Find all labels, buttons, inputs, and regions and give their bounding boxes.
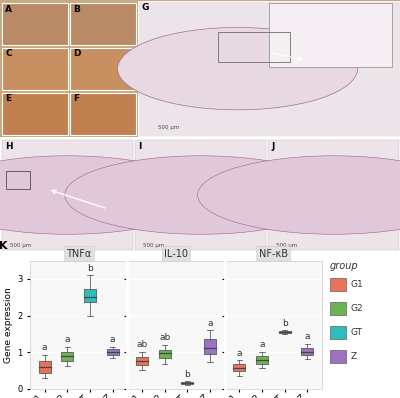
Text: Z: Z bbox=[351, 352, 357, 361]
Bar bbox=[330, 302, 346, 315]
Bar bbox=[279, 331, 290, 333]
Bar bbox=[159, 350, 170, 357]
Circle shape bbox=[65, 156, 337, 234]
Bar bbox=[234, 365, 245, 371]
Bar bbox=[182, 382, 193, 384]
Bar bbox=[39, 361, 50, 373]
Bar bbox=[268, 140, 399, 250]
Bar bbox=[2, 48, 68, 90]
Bar bbox=[2, 93, 68, 135]
Text: a: a bbox=[207, 318, 213, 328]
Text: C: C bbox=[5, 49, 12, 59]
Bar bbox=[204, 339, 216, 354]
Bar bbox=[107, 349, 118, 355]
Bar bbox=[302, 348, 313, 355]
Text: F: F bbox=[73, 94, 79, 103]
Text: H: H bbox=[5, 142, 13, 151]
Y-axis label: Gene expression: Gene expression bbox=[4, 287, 13, 363]
Bar bbox=[138, 1, 400, 136]
Text: group: group bbox=[330, 261, 358, 271]
Bar bbox=[256, 357, 268, 364]
Bar bbox=[136, 357, 148, 365]
Bar bbox=[330, 326, 346, 339]
Text: K: K bbox=[0, 241, 7, 251]
Text: 500 μm: 500 μm bbox=[276, 243, 297, 248]
Text: ab: ab bbox=[136, 340, 148, 349]
Bar bbox=[135, 140, 266, 250]
Bar bbox=[70, 4, 136, 45]
Text: G1: G1 bbox=[351, 280, 363, 289]
Text: a: a bbox=[237, 349, 242, 357]
Text: G2: G2 bbox=[351, 304, 363, 313]
Bar bbox=[330, 350, 346, 363]
Text: b: b bbox=[184, 370, 190, 378]
Text: D: D bbox=[73, 49, 81, 59]
Text: a: a bbox=[259, 340, 265, 349]
Circle shape bbox=[118, 27, 358, 110]
Text: a: a bbox=[110, 335, 115, 344]
Bar bbox=[84, 289, 96, 302]
Circle shape bbox=[198, 156, 400, 234]
Text: I: I bbox=[138, 142, 142, 151]
Text: B: B bbox=[73, 5, 80, 14]
Text: 500 μm: 500 μm bbox=[158, 125, 179, 131]
Bar bbox=[62, 352, 73, 361]
Text: a: a bbox=[64, 335, 70, 344]
Text: J: J bbox=[271, 142, 274, 151]
Text: GT: GT bbox=[351, 328, 363, 337]
Bar bbox=[269, 3, 392, 67]
Bar bbox=[2, 140, 133, 250]
Circle shape bbox=[0, 156, 204, 234]
Bar bbox=[218, 31, 290, 62]
Title: TNFα: TNFα bbox=[66, 249, 91, 259]
Text: G: G bbox=[141, 3, 148, 12]
Text: A: A bbox=[5, 5, 12, 14]
Bar bbox=[70, 48, 136, 90]
Text: ab: ab bbox=[159, 333, 170, 342]
Bar bbox=[2, 4, 68, 45]
Text: b: b bbox=[282, 318, 288, 328]
Text: 500 μm: 500 μm bbox=[10, 243, 31, 248]
Text: b: b bbox=[87, 264, 93, 273]
Text: a: a bbox=[42, 343, 48, 352]
Text: E: E bbox=[5, 94, 11, 103]
Bar bbox=[330, 278, 346, 291]
Title: NF-κB: NF-κB bbox=[259, 249, 288, 259]
Title: IL-10: IL-10 bbox=[164, 249, 188, 259]
Bar bbox=[6, 171, 30, 189]
Text: a: a bbox=[304, 332, 310, 341]
Text: 500 μm: 500 μm bbox=[143, 243, 164, 248]
Bar bbox=[70, 93, 136, 135]
